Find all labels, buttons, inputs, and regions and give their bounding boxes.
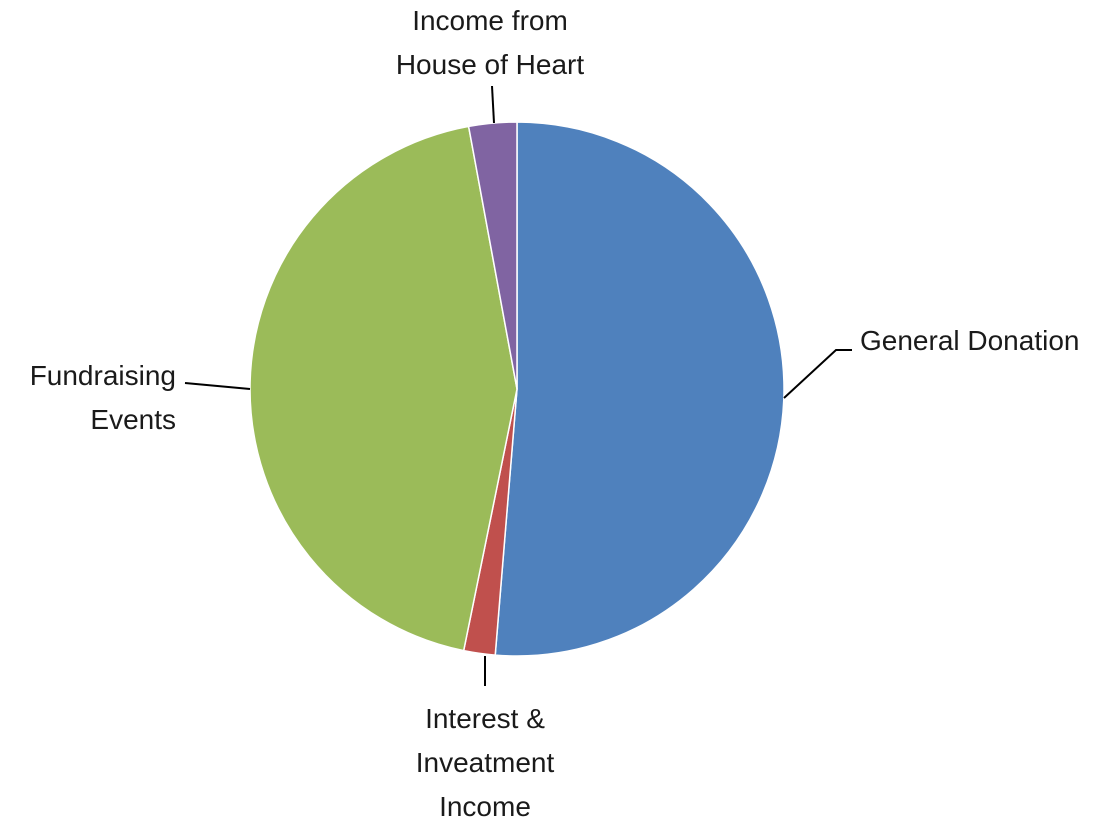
pie-slice-0 xyxy=(494,121,785,657)
slice-label-0: General Donation xyxy=(860,325,1079,356)
leader-lines-layer xyxy=(184,85,852,686)
slice-label-2: Fundraising Events xyxy=(30,360,176,435)
slice-label-1: Interest & Inveatment Income xyxy=(416,703,555,818)
slice-label-line: Income xyxy=(439,791,531,818)
pie-slice-2 xyxy=(249,125,518,652)
slice-label-line: General Donation xyxy=(860,325,1079,356)
slice-label-line: Fundraising xyxy=(30,360,176,391)
labels-layer: General Donation Interest & Inveatment Inco… xyxy=(30,5,1080,822)
slices-layer xyxy=(249,121,785,657)
slice-label-line: Interest & xyxy=(425,703,545,734)
slice-label-line: House of Heart xyxy=(396,49,585,80)
leader-line-3 xyxy=(491,85,495,124)
leader-line-2 xyxy=(184,382,251,390)
slice-label-line: Events xyxy=(90,404,176,435)
slice-label-line: Inveatment xyxy=(416,747,555,778)
slice-label-3: Income from House of Heart xyxy=(396,5,585,80)
pie-slice-3 xyxy=(467,121,518,390)
leader-line-0 xyxy=(783,349,852,399)
slice-label-line: Income from xyxy=(412,5,568,36)
